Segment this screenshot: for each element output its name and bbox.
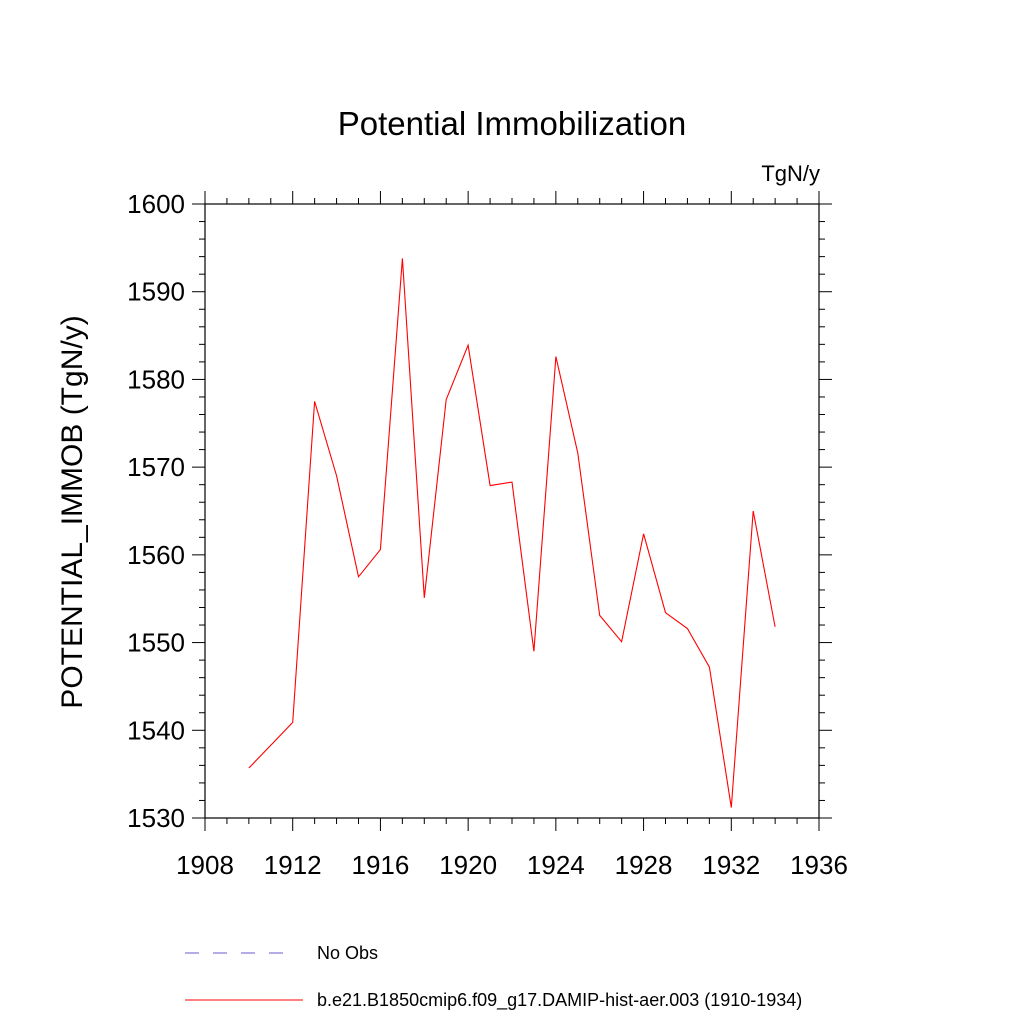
data-point <box>357 575 360 578</box>
x-tick-labels: 1908 1912 1916 1920 1924 1928 1932 1936 <box>176 850 848 880</box>
data-point <box>598 614 601 617</box>
y-tick-label: 1530 <box>127 803 185 833</box>
data-point <box>752 510 755 513</box>
chart-title: Potential Immobilization <box>338 105 687 142</box>
data-point <box>423 596 426 599</box>
legend: No Obs b.e21.B1850cmip6.f09_g17.DAMIP-hi… <box>185 943 802 1011</box>
data-point <box>445 398 448 401</box>
series-line <box>248 258 776 808</box>
data-point <box>401 257 404 260</box>
y-tick-label: 1550 <box>127 628 185 658</box>
y-tick-labels: 1530 1540 1550 1560 1570 1580 1590 1600 <box>127 189 185 833</box>
axis-ticks <box>192 191 832 831</box>
legend-no-obs-label: No Obs <box>317 943 378 963</box>
x-tick-label: 1916 <box>352 850 410 880</box>
data-point <box>554 355 557 358</box>
data-point <box>335 474 338 477</box>
plot-frame <box>204 203 820 819</box>
data-point <box>489 484 492 487</box>
y-tick-label: 1570 <box>127 452 185 482</box>
data-point <box>576 452 579 455</box>
data-point <box>708 666 711 669</box>
data-point <box>269 744 272 747</box>
y-tick-label: 1590 <box>127 277 185 307</box>
x-tick-label: 1936 <box>790 850 848 880</box>
legend-model-label: b.e21.B1850cmip6.f09_g17.DAMIP-hist-aer.… <box>317 990 802 1011</box>
x-tick-label: 1924 <box>527 850 585 880</box>
data-point <box>686 627 689 630</box>
x-tick-label: 1928 <box>615 850 673 880</box>
data-point <box>379 548 382 551</box>
x-tick-label: 1908 <box>176 850 234 880</box>
data-point <box>313 400 316 403</box>
data-point <box>730 806 733 809</box>
data-point <box>247 767 250 770</box>
y-axis-label: POTENTIAL_IMMOB (TgN/y) <box>56 315 89 708</box>
y-tick-label: 1560 <box>127 540 185 570</box>
data-point <box>620 640 623 643</box>
units-label: TgN/y <box>761 161 820 186</box>
data-point <box>774 625 777 628</box>
series-points <box>247 257 776 809</box>
data-point <box>467 344 470 347</box>
data-point <box>664 611 667 614</box>
y-tick-label: 1540 <box>127 715 185 745</box>
data-point <box>532 650 535 653</box>
data-point <box>642 532 645 535</box>
y-tick-label: 1600 <box>127 189 185 219</box>
y-tick-label: 1580 <box>127 364 185 394</box>
x-tick-label: 1932 <box>702 850 760 880</box>
data-point <box>291 721 294 724</box>
x-tick-label: 1912 <box>264 850 322 880</box>
x-tick-label: 1920 <box>439 850 497 880</box>
data-point <box>511 481 514 484</box>
